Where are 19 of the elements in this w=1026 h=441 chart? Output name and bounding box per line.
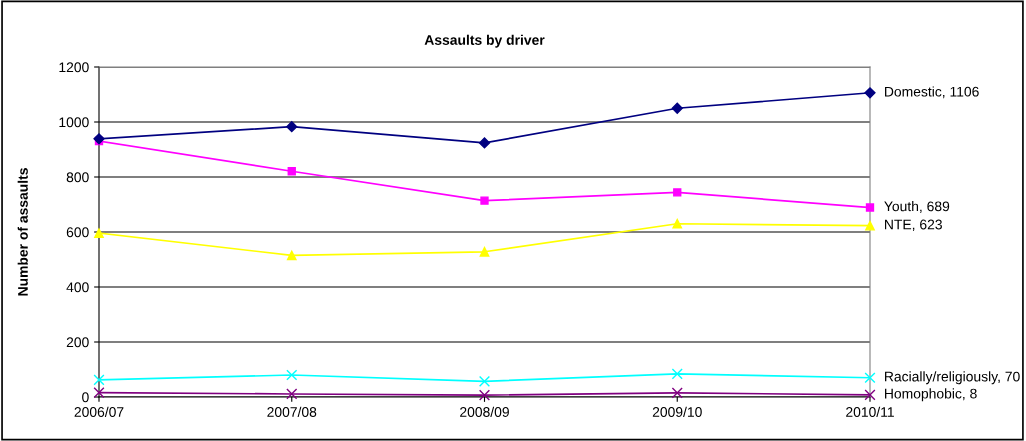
data-label: Racially/religiously, 70: [885, 371, 1020, 385]
x-tick-label: 2008/09: [460, 406, 509, 417]
data-label: Youth, 689: [884, 201, 950, 213]
y-tick-label: 0: [82, 392, 89, 403]
data-label: NTE, 623: [885, 219, 942, 232]
y-axis-title: Number of assaults: [17, 168, 28, 296]
y-tick-label: 1000: [59, 117, 89, 128]
y-tick-label: 800: [66, 172, 89, 183]
y-tick-label: 600: [66, 227, 89, 238]
x-tick-label: 2007/08: [267, 406, 317, 417]
chart-title: Assaults by driver: [424, 34, 545, 48]
x-tick-label: 2009/10: [652, 406, 702, 417]
y-tick-label: 400: [66, 282, 89, 293]
y-tick-label: 1200: [59, 62, 89, 73]
data-label: Domestic, 1106: [885, 86, 979, 99]
data-label: Homophobic, 8: [885, 388, 977, 402]
x-tick-label: 2010/11: [846, 406, 894, 417]
x-tick-label: 2006/07: [74, 406, 124, 417]
y-tick-label: 200: [66, 337, 89, 348]
